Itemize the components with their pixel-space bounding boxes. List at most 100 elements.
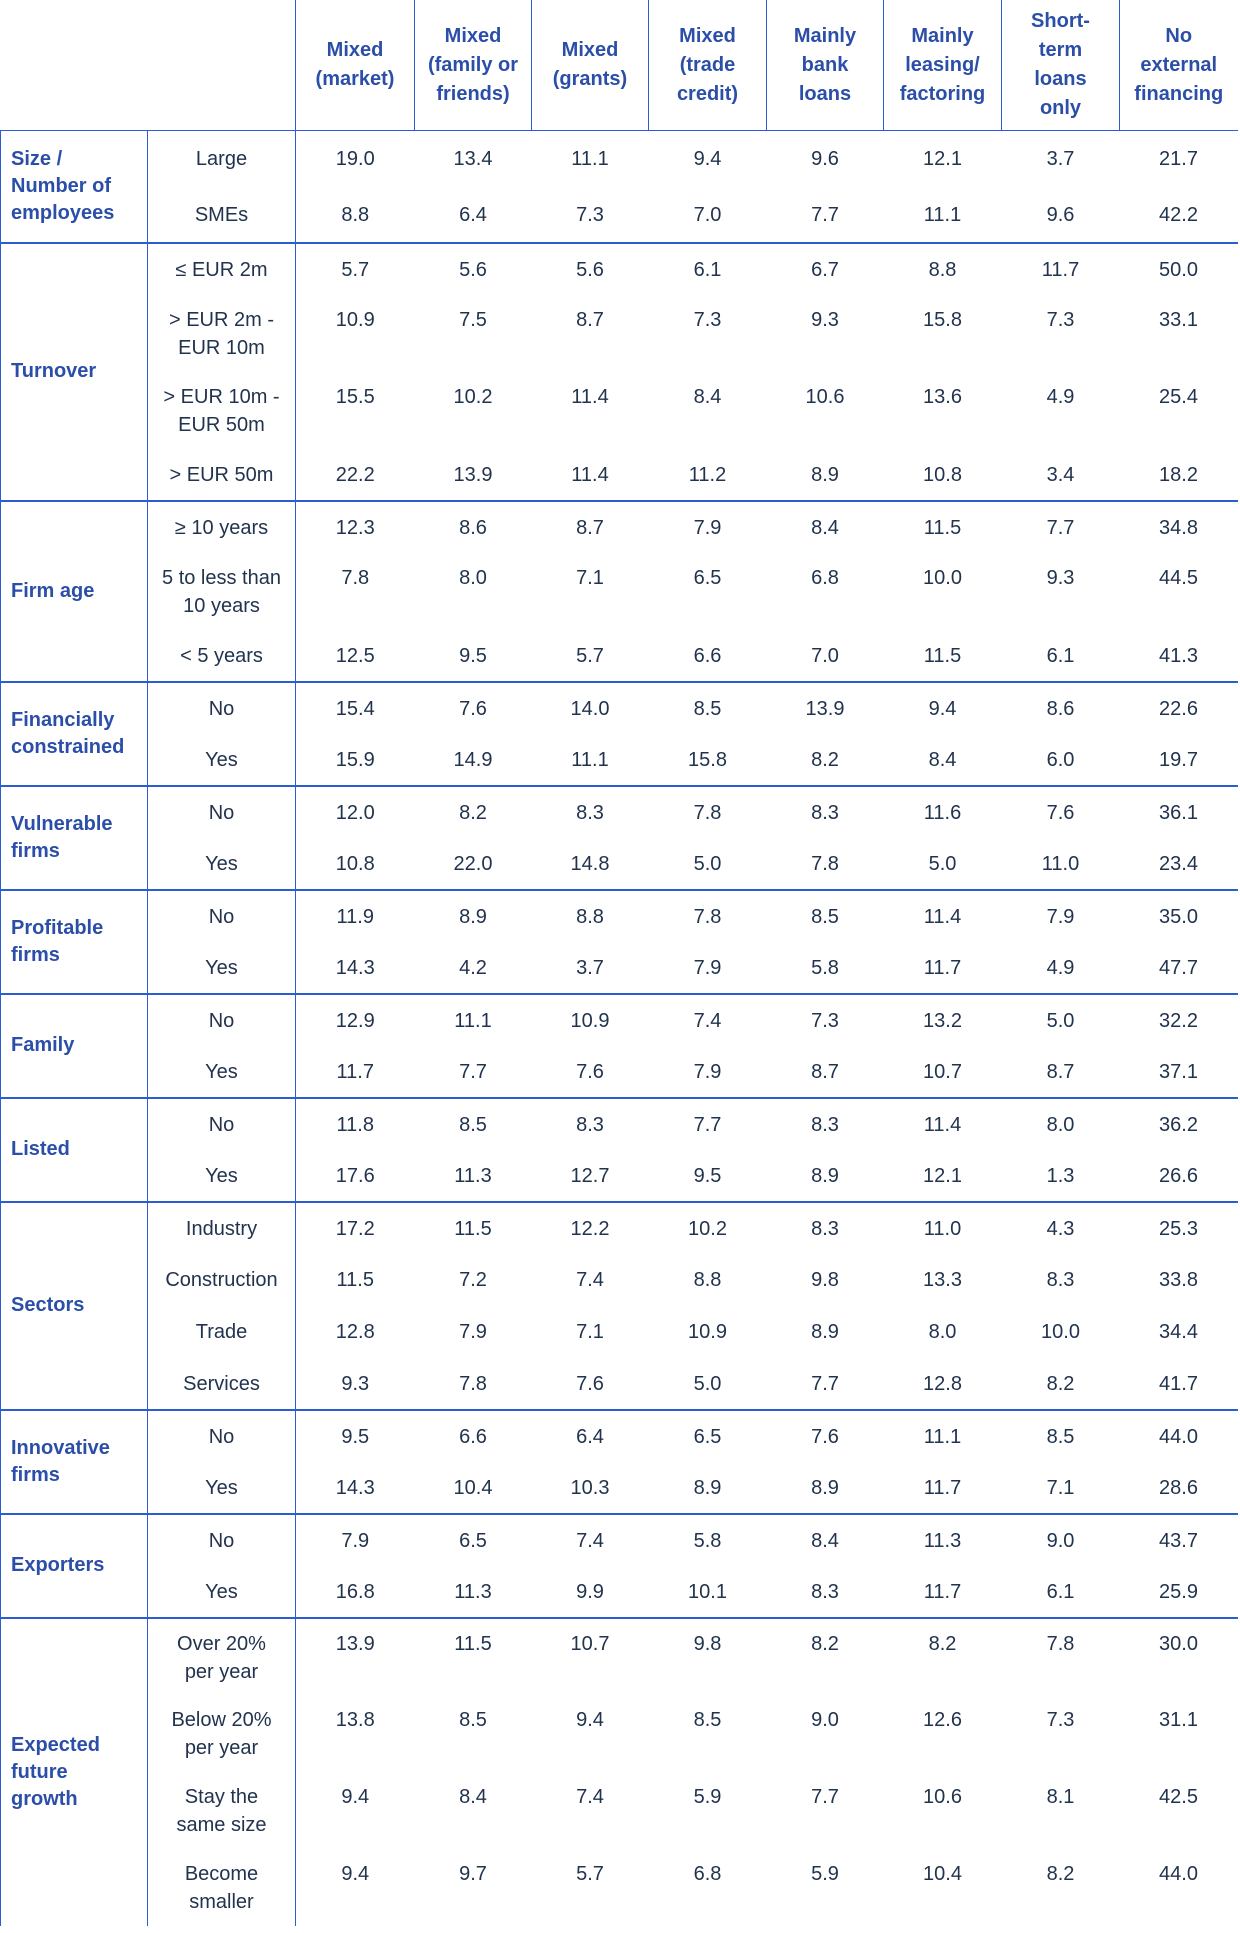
value-cell: 17.6	[295, 1149, 415, 1203]
value-cell: 14.9	[414, 733, 532, 787]
value-cell: 11.2	[648, 448, 767, 502]
value-cell: 8.9	[766, 1149, 884, 1203]
category-label: Financially constrained	[0, 681, 148, 787]
value-cell: 10.0	[923, 566, 962, 589]
value-cell: 11.4	[923, 905, 962, 928]
value-cell: 22.2	[295, 448, 415, 502]
value-cell: 8.9	[766, 1461, 884, 1515]
value-cell: 13.6	[923, 385, 962, 408]
value-cell: 12.5	[295, 629, 415, 683]
value-cell: 5.0	[648, 837, 767, 891]
value-cell: 8.9	[766, 448, 884, 502]
value-cell: 5.7	[576, 1862, 604, 1885]
row-label: No	[147, 1409, 296, 1462]
value-cell: 6.5	[693, 1425, 722, 1448]
category-label: Expected future growth	[0, 1617, 148, 1926]
row-label: Yes	[147, 1461, 296, 1515]
value-cell: 8.5	[459, 1708, 487, 1731]
row-label: SMEs	[147, 186, 296, 244]
value-cell: 10.0	[1041, 1320, 1080, 1343]
value-cell: 8.7	[576, 516, 604, 539]
value-cell: 7.8	[341, 566, 370, 589]
value-cell: 9.8	[811, 1268, 839, 1291]
value-cell: 8.1	[1046, 1785, 1075, 1808]
value-cell: 8.8	[928, 258, 957, 281]
value-cell: 11.3	[414, 1149, 532, 1203]
value-cell: 12.0	[335, 801, 375, 824]
value-cell: 8.5	[459, 1113, 487, 1136]
value-cell: 7.6	[1046, 801, 1075, 824]
value-cell: 5.8	[693, 1529, 722, 1552]
value-cell: 9.0	[1046, 1529, 1075, 1552]
table-row: Listed No 11.8 8.5 8.3 7.7 8.3 11.4 8.0 36.2	[0, 1097, 1238, 1203]
value-cell: 8.4	[811, 516, 839, 539]
table-row: Yes 10.8 22.0 14.8 5.0 7.8 5.0 11.0 23.4	[1, 837, 1238, 891]
value-cell: 5.7	[531, 629, 649, 683]
value-cell: 7.0	[648, 186, 767, 244]
table-row: Services 9.3 7.8 7.6 5.0 7.7 12.8 8.2 41.7	[1, 1357, 1238, 1411]
value-cell: 19.7	[1119, 733, 1238, 787]
corner-cell	[0, 0, 296, 131]
value-cell: 9.4	[693, 148, 722, 170]
value-cell: 42.5	[1159, 1785, 1198, 1808]
table-row: Financially constrained No 15.4 7.6 14.0 8.5 1…	[0, 681, 1238, 787]
value-cell: 41.3	[1119, 629, 1238, 683]
value-cell: 9.4	[576, 1708, 604, 1731]
value-cell: 30.0	[1159, 1632, 1198, 1655]
table-row: > EUR 2m - EUR 10m 10.9 7.5 8.7 7.3 9.3 15.8 7.…	[1, 294, 1238, 372]
value-cell: 11.7	[883, 1461, 1002, 1515]
value-cell: 6.7	[811, 258, 839, 281]
value-cell: 12.1	[883, 1149, 1002, 1203]
value-cell: 5.9	[693, 1785, 722, 1808]
value-cell: 11.5	[336, 1268, 374, 1291]
value-cell: 8.2	[766, 733, 884, 787]
row-label: 5 to less than 10 years	[147, 552, 296, 630]
column-header: Mixed (trade credit)	[648, 0, 767, 131]
value-cell: 14.0	[570, 697, 610, 720]
category-label: Profitable firms	[0, 889, 148, 995]
value-cell: 7.4	[576, 1268, 604, 1291]
value-cell: 5.8	[766, 941, 884, 995]
value-cell: 11.3	[414, 1565, 532, 1619]
value-cell: 11.1	[923, 1425, 962, 1448]
value-cell: 9.7	[459, 1862, 487, 1885]
table-row: Construction 11.5 7.2 7.4 8.8 9.8 13.3 8.3 33.8	[1, 1253, 1238, 1306]
value-cell: 11.4	[923, 1113, 962, 1136]
value-cell: 3.7	[531, 941, 649, 995]
value-cell: 7.6	[531, 1357, 649, 1411]
value-cell: 11.6	[923, 801, 962, 824]
row-label: Industry	[147, 1201, 296, 1254]
value-cell: 8.5	[811, 905, 839, 928]
value-cell: 8.3	[766, 1565, 884, 1619]
value-cell: 6.5	[459, 1529, 487, 1552]
table-row: Firm age ≥ 10 years 12.3 8.6 8.7 7.9 8.4 11.5 7.…	[0, 500, 1238, 683]
table-row: Yes 14.3 10.4 10.3 8.9 8.9 11.7 7.1 28.6	[1, 1461, 1238, 1515]
row-label: Yes	[147, 1045, 296, 1099]
value-cell: 8.4	[459, 1785, 487, 1808]
column-header: No external financing	[1119, 0, 1238, 131]
value-cell: 14.8	[531, 837, 649, 891]
row-label: Become smaller	[147, 1848, 296, 1926]
value-cell: 4.9	[1001, 941, 1120, 995]
value-cell: 8.8	[576, 905, 604, 928]
value-cell: 7.4	[576, 1785, 604, 1808]
value-cell: 5.7	[341, 258, 370, 281]
table-row: Family No 12.9 11.1 10.9 7.4 7.3 13.2 5.0 32.2	[0, 993, 1238, 1099]
value-cell: 31.1	[1159, 1708, 1198, 1731]
table-row: Trade 12.8 7.9 7.1 10.9 8.9 8.0 10.0 34.4	[1, 1305, 1238, 1358]
value-cell: 7.7	[693, 1113, 722, 1136]
value-cell: 17.2	[335, 1217, 375, 1240]
value-cell: 10.7	[570, 1632, 610, 1655]
value-cell: 13.8	[335, 1708, 375, 1731]
value-cell: 32.2	[1159, 1009, 1198, 1032]
table-row: Expected future growth Over 20% per year 1…	[0, 1617, 1238, 1926]
table-row: Stay the same size 9.4 8.4 7.4 5.9 7.7 10.6 8.1…	[1, 1771, 1238, 1849]
value-cell: 8.5	[693, 697, 722, 720]
value-cell: 11.7	[1041, 258, 1080, 281]
value-cell: 36.1	[1159, 801, 1198, 824]
value-cell: 5.0	[648, 1357, 767, 1411]
value-cell: 8.3	[576, 801, 604, 824]
value-cell: 7.1	[1001, 1461, 1120, 1515]
value-cell: 26.6	[1119, 1149, 1238, 1203]
